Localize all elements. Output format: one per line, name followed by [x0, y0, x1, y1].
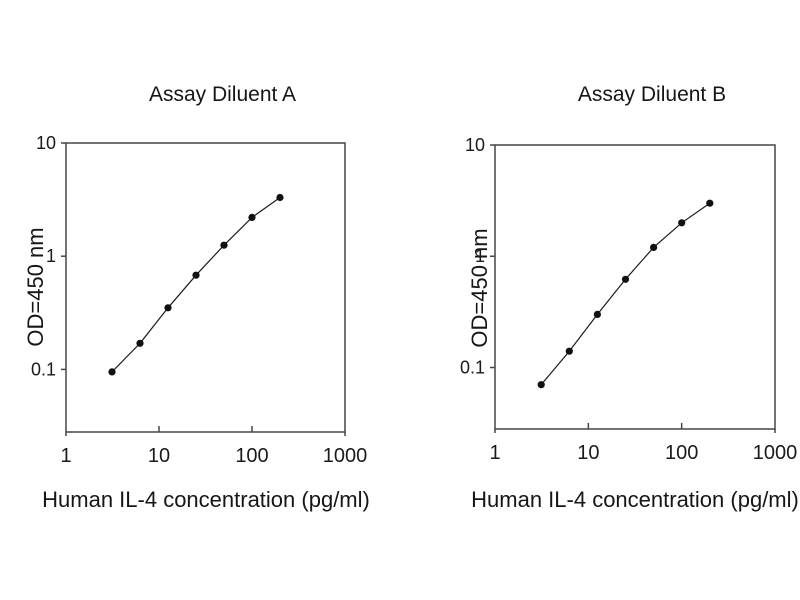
x-tick-label: 1: [60, 445, 71, 467]
data-point: [565, 347, 573, 355]
x-tick-label: 1000: [323, 445, 368, 467]
series-line: [540, 202, 711, 386]
x-axis-label: Human IL-4 concentration (pg/ml): [471, 487, 799, 512]
plot-area: 1 10 100 1000 10 1 0.1: [460, 135, 798, 464]
data-point: [276, 193, 284, 202]
x-tick-label: 10: [577, 442, 599, 464]
axis-frame: [65, 142, 346, 433]
chart-title: Assay Diluent A: [148, 83, 297, 106]
data-point: [108, 368, 116, 376]
plot-area: 1 10 100 1000 10 1 0.1: [31, 133, 368, 467]
y-tick-label: 10: [465, 135, 485, 155]
y-tick-label: 0.1: [460, 357, 485, 377]
data-point: [220, 241, 228, 249]
data-point: [593, 310, 601, 318]
y-tick-label: 1: [46, 246, 56, 266]
data-point: [248, 213, 256, 221]
y-tick-label: 10: [36, 133, 56, 153]
data-point: [678, 219, 686, 227]
x-tick-label: 10: [148, 445, 170, 467]
data-point: [164, 304, 172, 312]
data-point: [136, 339, 144, 347]
y-tick-label: 0.1: [31, 359, 56, 379]
chart-assay-diluent-b: Assay Diluent B OD=450 nm 1 10 100 1000 10 1 0…: [400, 0, 800, 600]
data-point: [537, 381, 545, 389]
data-point: [192, 271, 200, 279]
x-axis-label: Human IL-4 concentration (pg/ml): [42, 487, 370, 512]
x-tick-label: 1: [489, 442, 500, 464]
data-point: [650, 243, 658, 251]
y-tick-label: 1: [475, 246, 485, 266]
x-tick-label: 100: [665, 442, 698, 464]
axis-frame: [494, 144, 776, 430]
chart-title: Assay Diluent B: [577, 83, 727, 106]
data-point: [621, 275, 630, 283]
chart-assay-diluent-a: Assay Diluent A OD=450 nm 1 10 100 1000 10 1 0…: [23, 83, 370, 512]
x-tick-label: 1000: [753, 442, 798, 464]
series-line: [111, 197, 281, 373]
data-point: [706, 199, 714, 207]
x-tick-label: 100: [235, 445, 268, 467]
